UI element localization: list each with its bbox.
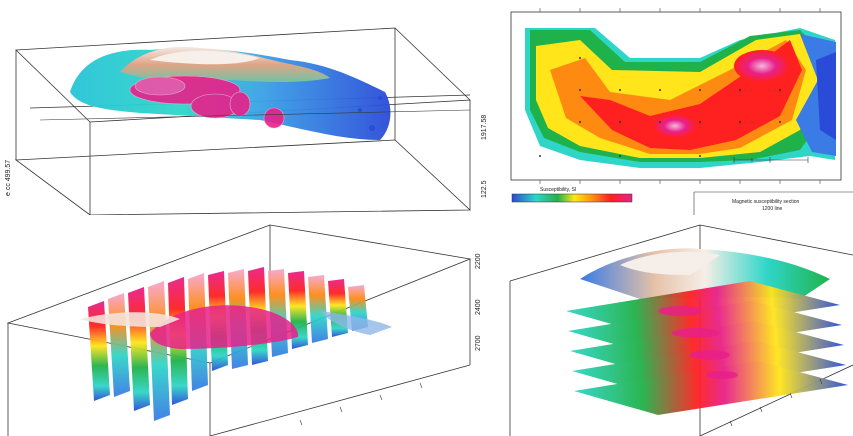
axis-label-1: 2200 — [475, 253, 482, 269]
isosurface-svg: e cc 499.57 1917.58 122.5 — [5, 27, 488, 215]
axis-right-bottom-label: 122.5 — [481, 180, 488, 198]
axis-right-top-label: 1917.58 — [481, 115, 488, 140]
stacked-sections-svg: 2200 2400 2700 — [6, 224, 482, 436]
depth-slices — [566, 281, 848, 415]
depth-slices-svg — [509, 224, 853, 436]
anomaly-core — [150, 305, 299, 349]
susceptibility-section-view: Susceptibility, SI Magnetic susceptibili… — [500, 0, 853, 215]
section-title-line1: Magnetic susceptibility section — [732, 199, 799, 205]
section-field — [525, 28, 836, 168]
anomaly-mesh — [129, 75, 285, 129]
colorbar-title: Susceptibility, SI — [540, 187, 576, 193]
section-title-line2: 1200 line — [762, 206, 783, 212]
stacked-sections-3d-view: 2200 2400 2700 — [0, 215, 500, 436]
scale-bar — [733, 157, 809, 163]
isosurface-ridge — [150, 50, 260, 65]
axis-label-2: 2400 — [475, 299, 482, 315]
isosurface-3d-view: e cc 499.57 1917.58 122.5 — [0, 0, 500, 215]
depth-slices-3d-view — [500, 215, 853, 436]
axis-label-3: 2700 — [475, 335, 482, 351]
axis-left-label: e cc 499.57 — [5, 160, 12, 196]
section-svg: Susceptibility, SI Magnetic susceptibili… — [510, 8, 853, 215]
color-bar — [511, 193, 633, 203]
